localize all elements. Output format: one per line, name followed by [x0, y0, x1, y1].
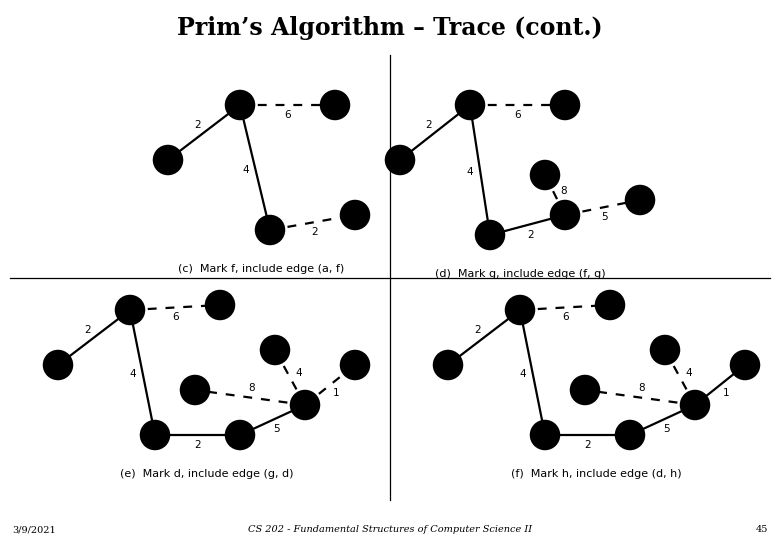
- Circle shape: [206, 291, 234, 319]
- Circle shape: [261, 336, 289, 364]
- Circle shape: [476, 221, 504, 249]
- Circle shape: [731, 351, 759, 379]
- Text: d: d: [636, 193, 643, 206]
- Text: (f)  Mark h, include edge (d, h): (f) Mark h, include edge (d, h): [511, 469, 682, 479]
- Circle shape: [44, 351, 72, 379]
- Text: i: i: [166, 153, 170, 166]
- Text: 2: 2: [311, 227, 317, 238]
- Circle shape: [651, 336, 679, 364]
- Text: f: f: [153, 429, 158, 442]
- Text: Prim’s Algorithm – Trace (cont.): Prim’s Algorithm – Trace (cont.): [177, 16, 603, 40]
- Text: d: d: [691, 399, 699, 411]
- Text: f: f: [488, 228, 492, 241]
- Text: 1: 1: [333, 388, 339, 398]
- Text: 2: 2: [426, 120, 432, 130]
- Text: 45: 45: [756, 525, 768, 535]
- Text: 8: 8: [561, 186, 567, 195]
- Text: 6: 6: [514, 110, 521, 120]
- Text: c: c: [271, 343, 278, 356]
- Circle shape: [256, 216, 284, 244]
- Text: b: b: [216, 299, 224, 312]
- Text: 6: 6: [562, 313, 569, 322]
- Text: 2: 2: [474, 325, 481, 335]
- Circle shape: [341, 201, 369, 229]
- Text: g: g: [626, 429, 633, 442]
- Text: a: a: [516, 303, 523, 316]
- Text: 2: 2: [194, 440, 200, 450]
- Circle shape: [616, 421, 644, 449]
- Circle shape: [551, 201, 579, 229]
- Circle shape: [226, 91, 254, 119]
- Text: 2: 2: [584, 440, 590, 450]
- Text: b: b: [332, 98, 339, 111]
- Circle shape: [226, 421, 254, 449]
- Text: (e)  Mark d, include edge (g, d): (e) Mark d, include edge (g, d): [120, 469, 293, 479]
- Circle shape: [181, 376, 209, 404]
- Text: 6: 6: [172, 313, 179, 322]
- Text: a: a: [126, 303, 133, 316]
- Circle shape: [154, 146, 182, 174]
- Circle shape: [321, 91, 349, 119]
- Text: c: c: [661, 343, 668, 356]
- Circle shape: [456, 91, 484, 119]
- Circle shape: [141, 421, 169, 449]
- Text: 2: 2: [195, 119, 201, 130]
- Text: a: a: [236, 98, 243, 111]
- Text: f: f: [268, 224, 272, 237]
- Text: f: f: [543, 429, 548, 442]
- Text: 4: 4: [296, 368, 302, 377]
- Text: h: h: [351, 359, 359, 372]
- Text: 5: 5: [663, 424, 670, 434]
- Text: 2: 2: [84, 325, 91, 335]
- Text: 4: 4: [129, 369, 136, 380]
- Circle shape: [596, 291, 624, 319]
- Circle shape: [626, 186, 654, 214]
- Text: 8: 8: [638, 383, 644, 393]
- Text: g: g: [236, 429, 243, 442]
- Circle shape: [531, 421, 559, 449]
- Text: i: i: [446, 359, 450, 372]
- Circle shape: [386, 146, 414, 174]
- Text: e: e: [192, 383, 198, 396]
- Text: CS 202 - Fundamental Structures of Computer Science II: CS 202 - Fundamental Structures of Compu…: [248, 525, 532, 535]
- Text: 4: 4: [519, 369, 526, 380]
- Circle shape: [571, 376, 599, 404]
- Text: g: g: [351, 208, 359, 221]
- Text: b: b: [606, 299, 614, 312]
- Text: 3/9/2021: 3/9/2021: [12, 525, 55, 535]
- Text: 6: 6: [284, 110, 291, 120]
- Circle shape: [291, 391, 319, 419]
- Circle shape: [116, 296, 144, 324]
- Circle shape: [341, 351, 369, 379]
- Circle shape: [434, 351, 462, 379]
- Text: b: b: [562, 98, 569, 111]
- Text: g: g: [562, 208, 569, 221]
- Circle shape: [551, 91, 579, 119]
- Text: e: e: [541, 168, 548, 181]
- Circle shape: [681, 391, 709, 419]
- Text: 4: 4: [686, 368, 692, 377]
- Text: 2: 2: [526, 230, 534, 240]
- Text: d: d: [301, 399, 309, 411]
- Text: i: i: [398, 153, 402, 166]
- Text: 4: 4: [242, 165, 249, 175]
- Text: i: i: [56, 359, 60, 372]
- Text: h: h: [741, 359, 749, 372]
- Circle shape: [531, 161, 559, 189]
- Text: 5: 5: [601, 212, 608, 222]
- Text: 5: 5: [273, 424, 280, 434]
- Text: (d)  Mark g, include edge (f, g): (d) Mark g, include edge (f, g): [434, 269, 605, 279]
- Text: 1: 1: [723, 388, 729, 398]
- Text: 4: 4: [466, 166, 473, 177]
- Circle shape: [506, 296, 534, 324]
- Text: e: e: [582, 383, 588, 396]
- Text: (c)  Mark f, include edge (a, f): (c) Mark f, include edge (a, f): [179, 264, 345, 274]
- Text: a: a: [466, 98, 473, 111]
- Text: 8: 8: [248, 383, 254, 393]
